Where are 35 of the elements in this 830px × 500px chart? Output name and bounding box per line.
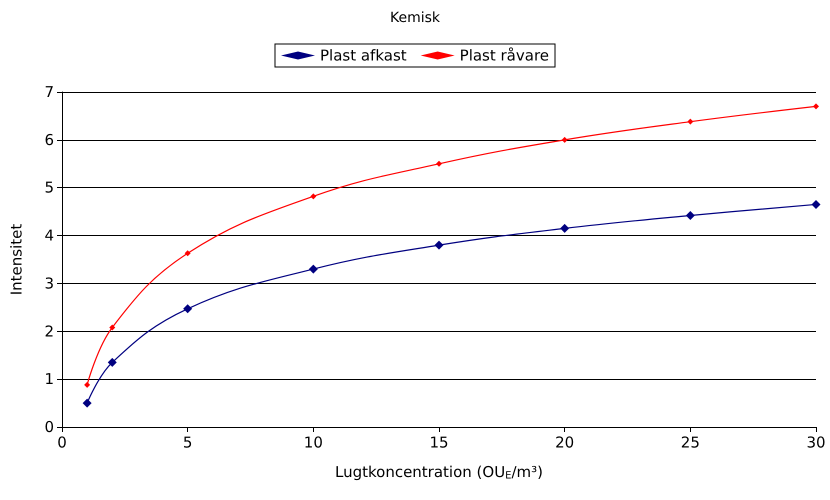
point: [310, 193, 316, 200]
y-tick-label: 0: [44, 418, 54, 436]
point: [687, 118, 694, 125]
x-tick-label: 0: [57, 434, 67, 452]
y-tick-label: 5: [44, 178, 54, 197]
x-tick-label: 15: [429, 434, 449, 452]
point: [108, 358, 117, 367]
point: [686, 210, 695, 220]
y-tick-label: 4: [44, 226, 54, 245]
x-tick-label: 10: [304, 434, 323, 452]
y-tick-label: 2: [44, 322, 54, 340]
point: [84, 382, 90, 388]
point: [183, 304, 192, 314]
chart-title: Kemisk: [390, 10, 441, 26]
y-axis-title: Intensitet: [8, 224, 26, 296]
point: [109, 324, 116, 330]
point: [308, 264, 318, 274]
y-tick-label: 3: [44, 274, 54, 292]
legend-label: Plast afkast: [320, 46, 407, 64]
legend-label: Plast råvare: [460, 46, 550, 64]
point: [562, 136, 568, 143]
y-tick-label: 7: [44, 83, 54, 101]
y-tick-label: 1: [44, 370, 54, 388]
x-tick-label: 5: [182, 434, 192, 452]
y-tick-label: 6: [44, 130, 54, 149]
point: [434, 240, 444, 250]
x-tick-label: 25: [680, 434, 700, 452]
point: [813, 103, 819, 110]
point: [82, 398, 92, 408]
point: [436, 160, 442, 167]
x-tick-label: 30: [806, 434, 826, 452]
x-tick-label: 20: [555, 434, 574, 452]
point: [812, 200, 820, 209]
point: [184, 250, 191, 256]
point: [560, 224, 570, 233]
